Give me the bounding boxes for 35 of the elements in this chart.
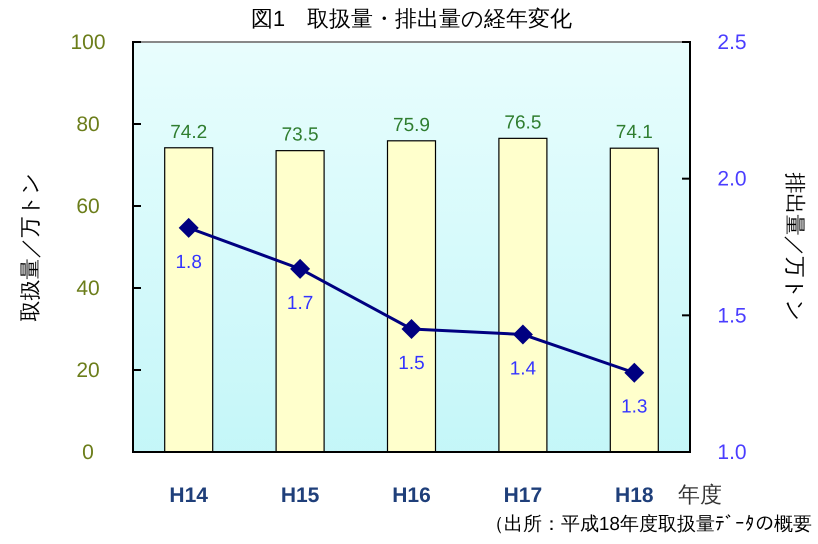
x-axis-title: 年度 bbox=[678, 482, 722, 507]
x-tick-label: H14 bbox=[169, 484, 208, 507]
y2-axis-title: 排出量／万トン bbox=[783, 172, 806, 322]
data-label: 1.7 bbox=[286, 292, 314, 314]
y-tick-label: 100 bbox=[70, 31, 106, 54]
data-label: 1.5 bbox=[398, 353, 425, 374]
point bbox=[624, 362, 644, 383]
point bbox=[512, 324, 533, 344]
chart-title: 図1 取扱量・排出量の経年変化 bbox=[250, 6, 572, 31]
x-tick-label: H15 bbox=[280, 484, 320, 507]
x-tick-label: H17 bbox=[504, 484, 542, 507]
data-label: 74.1 bbox=[616, 122, 653, 144]
point bbox=[290, 258, 310, 279]
x-tick-label: H18 bbox=[615, 484, 654, 507]
text: （出所：平成18年度取扱量ﾃﾞｰﾀの概要 bbox=[484, 513, 812, 535]
y-tick-label: 80 bbox=[76, 113, 100, 136]
data-label: 75.9 bbox=[393, 114, 430, 136]
y-tick-label: 20 bbox=[76, 359, 100, 382]
point bbox=[402, 319, 422, 339]
y-axis-title: 取扱量／万トン bbox=[19, 172, 42, 322]
data-label: 76.5 bbox=[504, 112, 542, 134]
y-tick-label: 0 bbox=[82, 441, 94, 464]
x-tick-label: H16 bbox=[392, 484, 431, 507]
y2-tick-label: 1.5 bbox=[717, 304, 747, 328]
data-label: 73.5 bbox=[282, 124, 319, 146]
y-tick-label: 40 bbox=[76, 277, 100, 300]
data-label: 74.2 bbox=[170, 122, 208, 143]
data-label: 1.4 bbox=[510, 358, 537, 380]
y2-tick-label: 2.5 bbox=[717, 31, 747, 54]
y2-tick-label: 1.0 bbox=[717, 441, 747, 464]
point bbox=[178, 218, 199, 238]
data-label: 1.8 bbox=[175, 252, 202, 273]
y2-tick-label: 2.0 bbox=[717, 168, 747, 191]
data-label: 1.3 bbox=[621, 396, 648, 418]
y-tick-label: 60 bbox=[76, 195, 100, 218]
